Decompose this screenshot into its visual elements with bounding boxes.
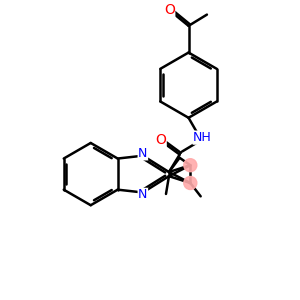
Circle shape xyxy=(184,159,197,172)
Text: O: O xyxy=(164,3,175,17)
Text: N: N xyxy=(138,188,148,201)
Text: N: N xyxy=(138,147,148,160)
Text: O: O xyxy=(155,133,166,147)
Circle shape xyxy=(184,176,197,190)
Text: NH: NH xyxy=(193,131,212,144)
